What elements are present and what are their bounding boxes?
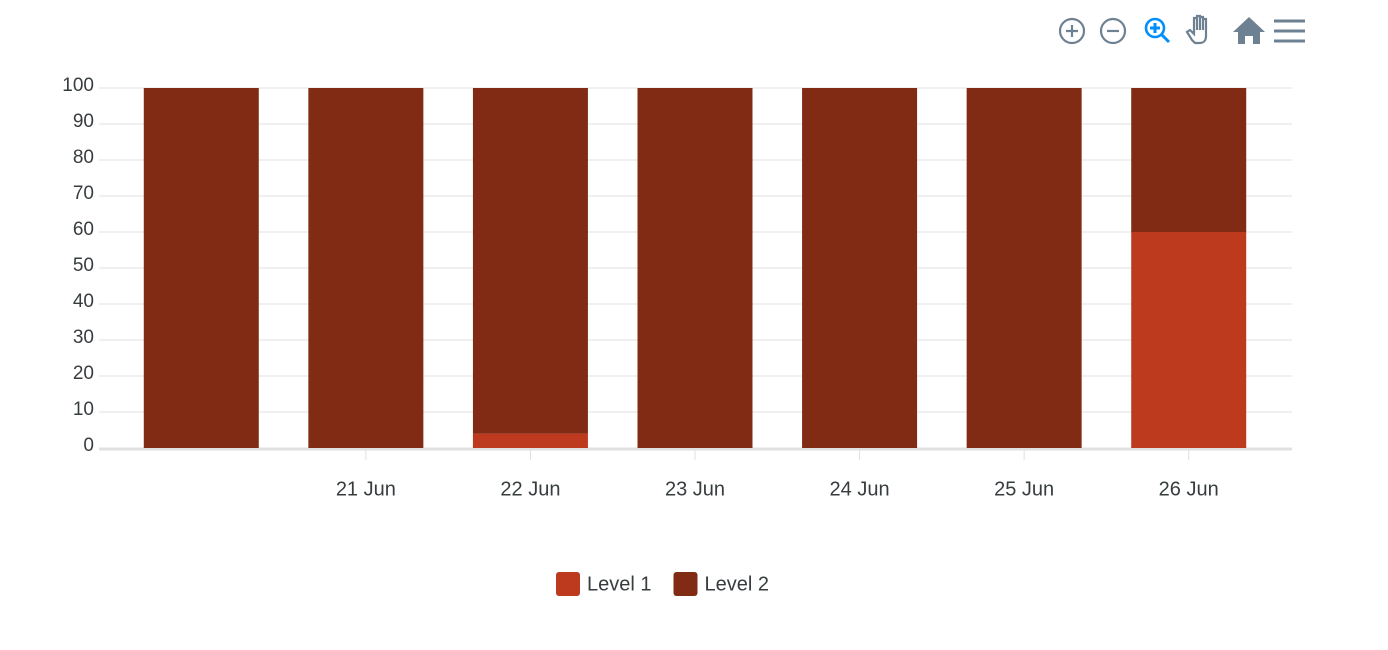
y-tick-label: 0 xyxy=(83,435,94,456)
reset-button[interactable] xyxy=(1233,17,1265,44)
y-tick-label: 70 xyxy=(73,183,94,204)
toolbar xyxy=(1058,14,1305,45)
legend-label: Level 1 xyxy=(587,573,652,595)
bar-segment xyxy=(472,433,588,448)
y-tick-label: 20 xyxy=(73,363,94,384)
y-tick-label: 30 xyxy=(73,327,94,348)
bar-segment xyxy=(637,88,753,448)
y-tick-label: 100 xyxy=(62,75,94,96)
bar-segment xyxy=(1131,88,1247,232)
y-tick-label: 80 xyxy=(73,147,94,168)
menu-button[interactable] xyxy=(1274,19,1305,43)
bar-segment xyxy=(802,88,918,448)
selection-zoom-button[interactable] xyxy=(1144,17,1171,44)
x-tick-label: 24 Jun xyxy=(830,478,890,500)
y-tick-label: 40 xyxy=(73,291,94,312)
bar-segment xyxy=(472,88,588,434)
y-tick-label: 10 xyxy=(73,399,94,420)
x-tick-label: 23 Jun xyxy=(665,478,725,500)
bar-segment xyxy=(143,88,259,448)
legend-label: Level 2 xyxy=(705,573,770,595)
zoom-out-button[interactable] xyxy=(1099,17,1127,45)
y-tick-label: 50 xyxy=(73,255,94,276)
pan-button[interactable] xyxy=(1185,14,1208,45)
x-tick-label: 22 Jun xyxy=(500,478,560,500)
bar-segment xyxy=(308,88,424,448)
legend-swatch xyxy=(673,572,698,596)
bar-segment xyxy=(1131,232,1247,448)
bar-segment xyxy=(966,88,1082,448)
x-tick-label: 25 Jun xyxy=(994,478,1054,500)
legend-swatch xyxy=(556,572,580,596)
zoom-in-button[interactable] xyxy=(1058,17,1086,45)
y-tick-label: 60 xyxy=(73,219,94,240)
x-tick-label: 21 Jun xyxy=(336,478,396,500)
x-tick-label: 26 Jun xyxy=(1159,478,1219,500)
y-tick-label: 90 xyxy=(73,111,94,132)
